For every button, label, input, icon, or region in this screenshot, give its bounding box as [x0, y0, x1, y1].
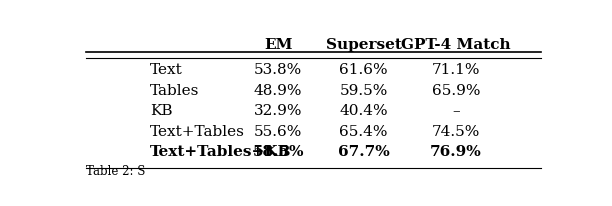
Text: Text: Text: [150, 63, 183, 77]
Text: Tables: Tables: [150, 84, 200, 98]
Text: 65.9%: 65.9%: [431, 84, 480, 98]
Text: EM: EM: [264, 37, 293, 52]
Text: 71.1%: 71.1%: [431, 63, 480, 77]
Text: KB: KB: [150, 104, 173, 118]
Text: 65.4%: 65.4%: [339, 125, 387, 139]
Text: 32.9%: 32.9%: [254, 104, 302, 118]
Text: 59.5%: 59.5%: [339, 84, 387, 98]
Text: 40.4%: 40.4%: [339, 104, 388, 118]
Text: 67.7%: 67.7%: [338, 145, 389, 159]
Text: 58.5%: 58.5%: [252, 145, 304, 159]
Text: 61.6%: 61.6%: [339, 63, 388, 77]
Text: 74.5%: 74.5%: [431, 125, 480, 139]
Text: Table 2: S: Table 2: S: [86, 165, 146, 178]
Text: 53.8%: 53.8%: [254, 63, 302, 77]
Text: 55.6%: 55.6%: [254, 125, 302, 139]
Text: 76.9%: 76.9%: [430, 145, 482, 159]
Text: GPT-4 Match: GPT-4 Match: [401, 37, 511, 52]
Text: –: –: [452, 104, 460, 118]
Text: 48.9%: 48.9%: [254, 84, 302, 98]
Text: Text+Tables+KB: Text+Tables+KB: [150, 145, 291, 159]
Text: Text+Tables: Text+Tables: [150, 125, 245, 139]
Text: Superset: Superset: [326, 37, 401, 52]
